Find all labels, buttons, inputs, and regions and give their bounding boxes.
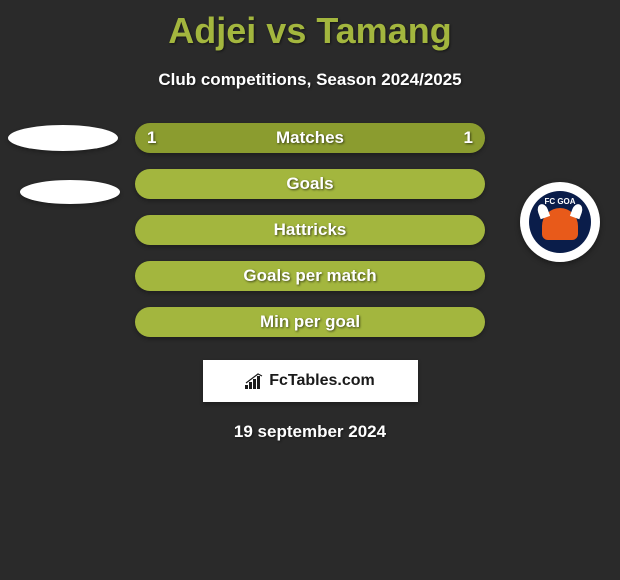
stat-label: Goals per match bbox=[243, 266, 376, 286]
watermark-text: FcTables.com bbox=[245, 372, 375, 390]
stat-label: Goals bbox=[286, 174, 333, 194]
chart-icon bbox=[245, 373, 265, 389]
stat-row-matches: 1 Matches 1 bbox=[0, 115, 620, 161]
stat-row-goals: Goals bbox=[0, 161, 620, 207]
comparison-subtitle: Club competitions, Season 2024/2025 bbox=[0, 70, 620, 90]
stat-label: Min per goal bbox=[260, 312, 360, 332]
stat-row-min-per-goal: Min per goal bbox=[0, 299, 620, 345]
comparison-title: Adjei vs Tamang bbox=[0, 0, 620, 52]
stat-value-right: 1 bbox=[464, 128, 473, 148]
stat-bar: Goals bbox=[135, 169, 485, 199]
date-text: 19 september 2024 bbox=[0, 422, 620, 442]
stat-label: Hattricks bbox=[274, 220, 347, 240]
watermark-box: FcTables.com bbox=[203, 360, 418, 402]
stat-bar: Min per goal bbox=[135, 307, 485, 337]
stats-container: 1 Matches 1 Goals Hattricks Goals per ma… bbox=[0, 115, 620, 345]
stat-bar: Hattricks bbox=[135, 215, 485, 245]
stat-bar: 1 Matches 1 bbox=[135, 123, 485, 153]
watermark-label: FcTables.com bbox=[269, 372, 375, 390]
stat-row-goals-per-match: Goals per match bbox=[0, 253, 620, 299]
stat-bar: Goals per match bbox=[135, 261, 485, 291]
stat-value-left: 1 bbox=[147, 128, 156, 148]
stat-row-hattricks: Hattricks bbox=[0, 207, 620, 253]
stat-label: Matches bbox=[276, 128, 344, 148]
